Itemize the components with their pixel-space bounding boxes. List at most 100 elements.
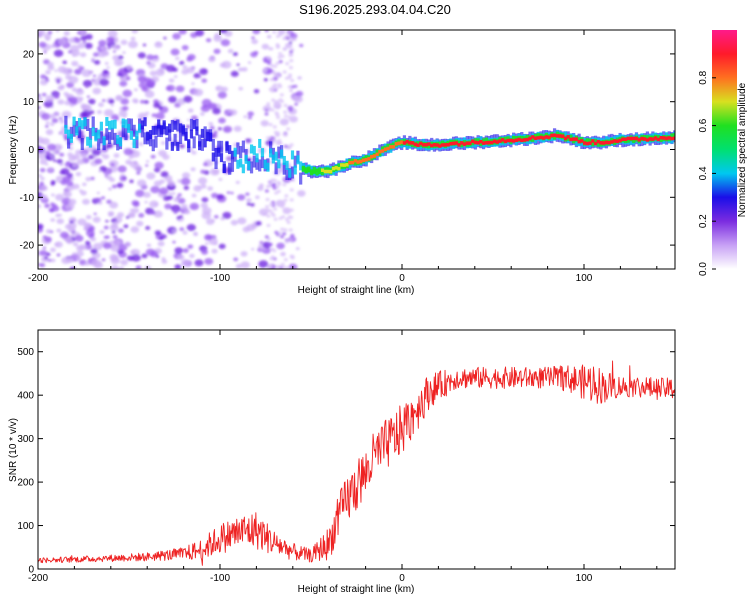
spectrogram-speckle (115, 95, 123, 102)
spectrogram-speckle (72, 162, 78, 168)
spectrogram-ridge-cell (208, 132, 213, 142)
spectrogram-speckle (84, 42, 93, 49)
spectrogram-speckle (38, 30, 42, 33)
spectrogram-ridge-cell (326, 169, 330, 174)
spectrogram-ridge-cell (588, 141, 592, 145)
spectrogram-ridge-cell (574, 137, 579, 141)
spectrogram-speckle (124, 73, 128, 77)
spectrogram-speckle (80, 153, 88, 159)
spectrogram-ridge-cell (544, 135, 548, 139)
spectrogram-speckle (45, 37, 51, 41)
spectrogram-ridge-cell (367, 157, 371, 161)
spectrogram-speckle (282, 266, 287, 269)
spectrogram-ridge-cell (102, 136, 106, 146)
spectrogram-speckle (258, 260, 269, 268)
spectrogram-speckle (208, 102, 217, 110)
spectrogram-speckle (278, 142, 283, 146)
spectrogram-ridge-cell (315, 169, 319, 176)
spectrogram-ridge-cell (653, 136, 658, 140)
spectrogram-ridge-cell (211, 152, 215, 162)
spectrogram-speckle (180, 177, 191, 186)
spectrogram-speckle (93, 212, 97, 216)
spectrogram-ridge-cell (471, 139, 475, 144)
snr-plot-area (38, 330, 675, 569)
spectrogram-ridge-cell (670, 133, 674, 140)
spectrogram-speckle (179, 215, 183, 219)
y-tick-label: 400 (17, 391, 34, 402)
spectrogram-speckle (141, 253, 148, 259)
spectrogram-speckle (174, 247, 183, 254)
spectrogram-speckle (45, 155, 52, 160)
spectrogram-speckle (135, 201, 140, 205)
spectrogram-ridge-cell (274, 151, 278, 161)
spectrogram-speckle (212, 169, 219, 175)
spectrogram-ridge-cell (457, 143, 461, 147)
spectrogram-speckle (221, 60, 232, 69)
spectrogram-speckle (45, 70, 51, 75)
spectrogram-speckle (268, 123, 273, 127)
spectrogram-ridge-cell (64, 124, 68, 134)
spectrogram-speckle (68, 37, 76, 43)
spectrogram-speckle (65, 184, 75, 191)
spectrogram-speckle (50, 180, 56, 185)
spectrogram-speckle (171, 191, 176, 195)
spectrogram-speckle (274, 191, 279, 195)
spectrogram-speckle (81, 69, 92, 77)
spectrogram-speckle (51, 118, 59, 124)
colorbar-tick-label: 0.4 (698, 166, 709, 180)
spectrogram-speckle (146, 61, 151, 65)
spectrogram-speckle (38, 96, 43, 102)
spectrogram-ridge-cell (547, 135, 551, 140)
spectrogram-speckle (269, 202, 274, 207)
spectrogram-speckle (96, 191, 100, 195)
spectrogram-speckle (205, 38, 212, 43)
spectrogram-ridge-cell (83, 117, 87, 127)
spectrogram-ridge-cell (634, 136, 639, 141)
spectrogram-speckle (274, 111, 279, 115)
spectrogram-ridge-cell (178, 123, 183, 133)
spectrogram-ridge-cell (135, 136, 139, 149)
spectrogram-speckle (263, 78, 268, 82)
spectrogram-speckle (230, 70, 239, 77)
spectrogram-speckle (143, 100, 149, 104)
spectrogram-speckle (46, 143, 57, 151)
spectrogram-speckle (177, 179, 182, 183)
spectrogram-speckle (61, 110, 72, 119)
spectrogram-speckle (289, 198, 294, 202)
spectrogram-speckle (58, 117, 63, 120)
spectrogram-speckle (220, 39, 231, 47)
spectrogram-speckle (90, 176, 95, 181)
spectrogram-speckle (201, 249, 209, 255)
spectrogram-speckle (94, 158, 103, 165)
spectrogram-ridge-cell (247, 161, 251, 171)
spectrogram-ridge-cell (67, 136, 71, 149)
spectrogram-speckle (268, 242, 273, 247)
spectrogram-speckle (48, 168, 53, 171)
y-tick-label: 0 (28, 565, 34, 576)
spectrogram-speckle (106, 66, 110, 69)
spectrogram-speckle (123, 148, 134, 156)
spectrogram-speckle (186, 224, 196, 232)
spectrogram-speckle (191, 150, 197, 155)
spectrogram-speckle (165, 86, 172, 91)
spectrogram-speckle (107, 46, 111, 50)
spectrogram-speckle (49, 230, 54, 234)
spectrogram-ridge-cell (249, 144, 254, 154)
spectrogram-speckle (101, 258, 106, 262)
spectrogram-ridge-cell (441, 143, 445, 147)
spectrogram-ridge-cell (673, 136, 675, 140)
spectrogram-ridge-cell (146, 131, 150, 141)
spectrogram-speckle (38, 204, 42, 209)
spectrogram-ridge-cell (340, 163, 344, 167)
spectrogram-speckle (206, 218, 215, 225)
spectrogram-speckle (289, 59, 294, 63)
spectrogram-speckle (197, 177, 208, 185)
spectrogram-ridge-cell (258, 159, 262, 172)
spectrogram-speckle (48, 207, 55, 213)
spectrogram-ridge-cell (645, 138, 649, 142)
spectrogram-speckle (38, 223, 44, 230)
spectrogram-ridge-cell (88, 127, 93, 140)
spectrogram-speckle (60, 168, 70, 175)
spectrogram-ridge-cell (542, 136, 546, 140)
